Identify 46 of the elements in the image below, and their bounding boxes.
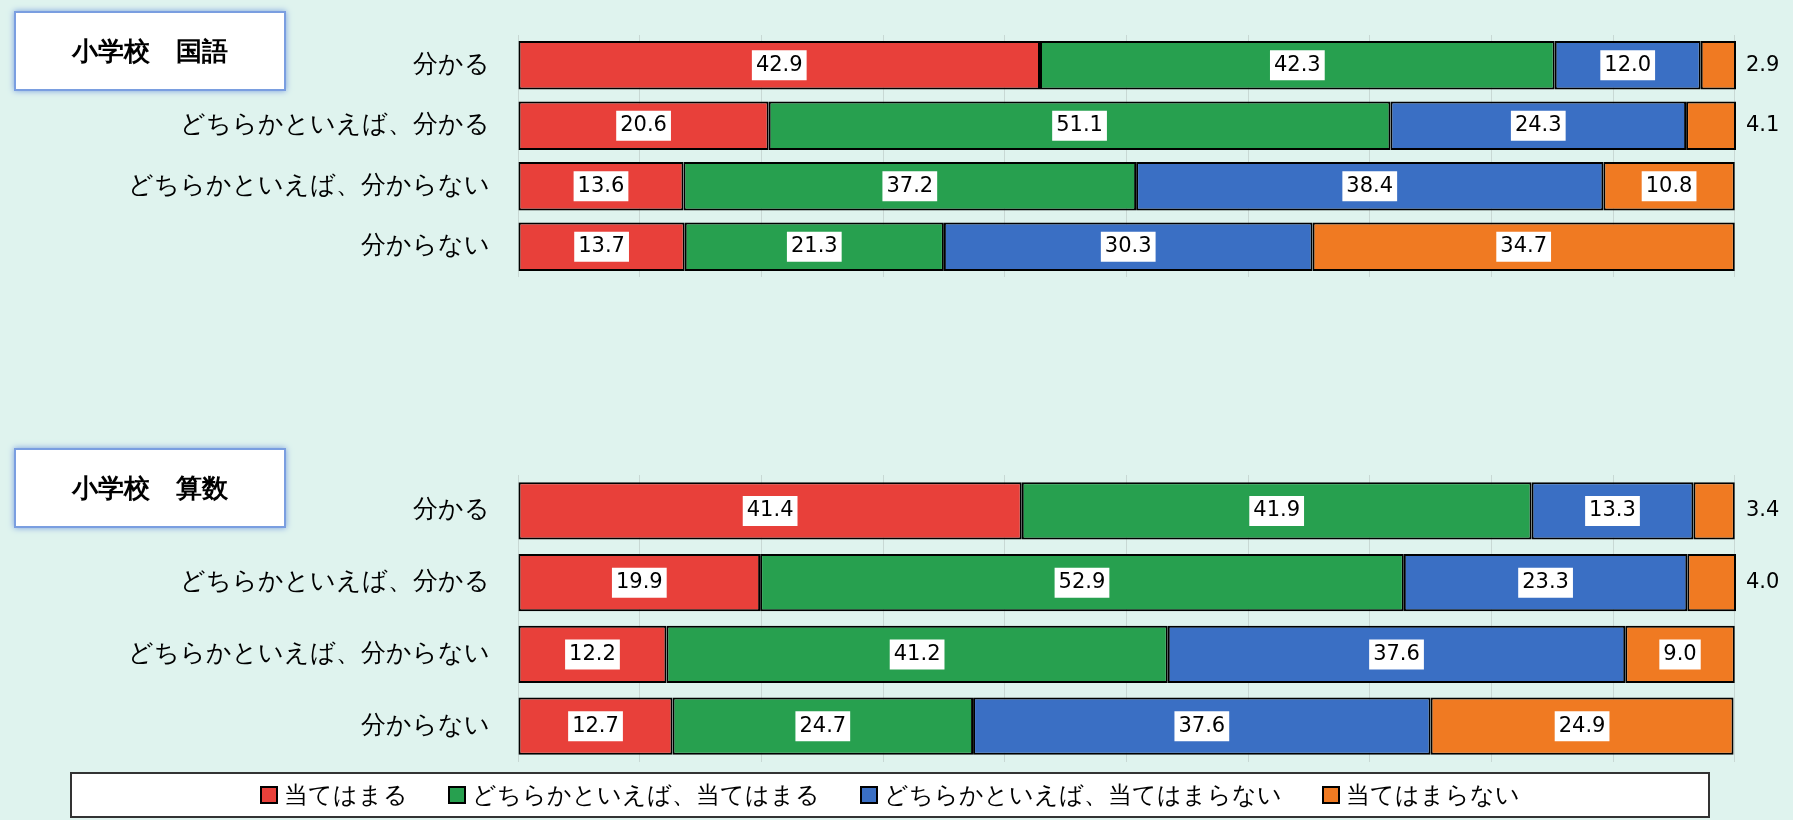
data-label: 41.9: [1253, 497, 1301, 522]
data-label: 37.6: [1373, 640, 1420, 665]
data-label: 19.9: [615, 569, 663, 594]
data-label: 42.3: [1273, 51, 1321, 76]
data-label: 30.3: [1104, 233, 1152, 258]
series-label: どちらかといえば、当てはまる: [472, 780, 820, 811]
y-tick-label: どちらかといえば、分からない: [128, 637, 490, 667]
data-label: 37.2: [886, 172, 934, 197]
data-label: 4.1: [1746, 112, 1780, 137]
text: 小学校 算数: [14, 448, 286, 528]
y-tick-label: どちらかといえば、分かる: [180, 109, 490, 139]
data-label: 20.6: [620, 112, 667, 137]
data-label: 3.4: [1746, 497, 1780, 522]
data-label: 42.9: [755, 51, 803, 76]
data-label: 13.7: [578, 233, 625, 258]
y-tick-label: 分からない: [361, 230, 490, 260]
data-label: 38.4: [1346, 172, 1394, 197]
data-label: 52.9: [1058, 569, 1106, 594]
data-label: 12.7: [572, 712, 619, 737]
data-label: 2.9: [1746, 51, 1780, 76]
data-label: 41.2: [893, 640, 941, 665]
data-label: 24.9: [1558, 712, 1606, 737]
data-label: 23.3: [1522, 569, 1569, 594]
y-tick-label: どちらかといえば、分からない: [128, 169, 490, 199]
data-label: 37.6: [1178, 712, 1226, 737]
data-label: 4.0: [1746, 569, 1780, 594]
y-tick-label: 分からない: [361, 709, 490, 739]
text: 小学校 国語: [14, 11, 286, 91]
y-tick-label: 分かる: [413, 48, 490, 78]
data-label: 21.3: [790, 233, 838, 258]
data-label: 24.7: [799, 712, 847, 737]
data-label: 13.3: [1589, 497, 1636, 522]
legend-label: 当てはまる: [284, 780, 408, 811]
data-label: 34.7: [1500, 233, 1548, 258]
data-label: 10.8: [1645, 172, 1693, 197]
y-tick-label: 分かる: [413, 494, 490, 524]
y-tick-label: どちらかといえば、分かる: [180, 566, 490, 596]
legend-label: どちらかといえば、当てはまらない: [884, 780, 1282, 811]
data-label: 13.6: [577, 172, 625, 197]
data-label: 12.2: [569, 640, 616, 665]
data-label: 41.4: [746, 497, 794, 522]
data-label: 9.0: [1663, 640, 1697, 665]
data-label: 12.0: [1604, 51, 1652, 76]
data-label: 51.1: [1056, 112, 1103, 137]
legend-label: 当てはまらない: [1346, 780, 1520, 811]
data-label: 24.3: [1514, 112, 1562, 137]
